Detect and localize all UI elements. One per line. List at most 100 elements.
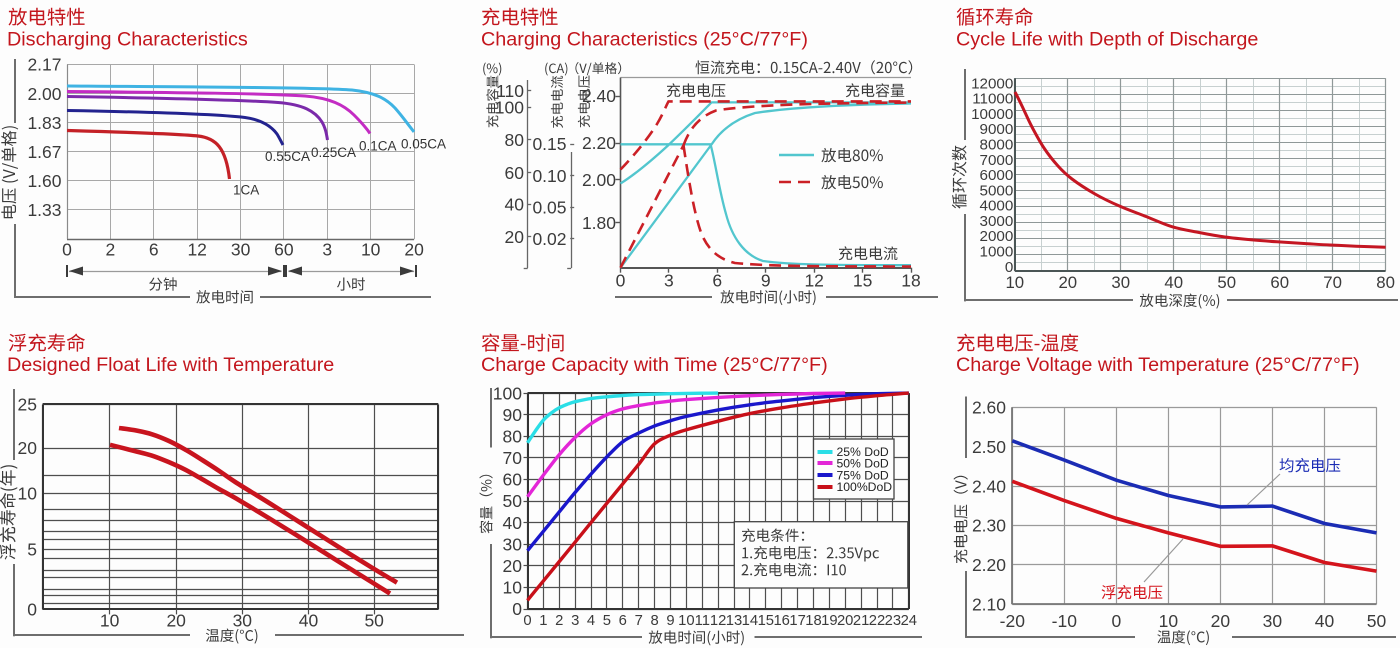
svg-text:11000: 11000 <box>972 91 1013 108</box>
svg-text:7000: 7000 <box>980 152 1014 169</box>
svg-text:50: 50 <box>364 611 384 631</box>
svg-text:110: 110 <box>496 81 524 101</box>
svg-text:3: 3 <box>322 240 332 260</box>
svg-text:17: 17 <box>789 613 805 629</box>
svg-text:20: 20 <box>505 227 525 247</box>
svg-text:6: 6 <box>619 613 627 629</box>
svg-text:Charge Capacity with Time (25°: Charge Capacity with Time (25°C/77°F) <box>481 354 828 376</box>
svg-text:30: 30 <box>233 611 253 631</box>
svg-text:0.05: 0.05 <box>532 198 566 218</box>
svg-text:20: 20 <box>166 611 186 631</box>
svg-text:4: 4 <box>587 613 595 629</box>
svg-text:60: 60 <box>503 470 523 490</box>
svg-text:12000: 12000 <box>971 75 1013 92</box>
svg-text:60: 60 <box>274 240 294 260</box>
svg-text:100%DoD: 100%DoD <box>837 480 893 494</box>
svg-text:8: 8 <box>650 613 658 629</box>
svg-text:40: 40 <box>1315 611 1335 631</box>
svg-text:15: 15 <box>758 613 774 629</box>
svg-text:0.02: 0.02 <box>532 229 566 249</box>
svg-text:18: 18 <box>901 271 920 291</box>
svg-text:0.1CA: 0.1CA <box>359 139 397 154</box>
svg-text:6: 6 <box>149 240 159 260</box>
svg-text:10: 10 <box>503 578 523 598</box>
svg-text:15: 15 <box>853 271 872 291</box>
svg-text:50: 50 <box>1367 611 1387 631</box>
svg-text:10: 10 <box>361 240 381 260</box>
svg-text:25% DoD: 25% DoD <box>837 445 889 459</box>
svg-text:2.20: 2.20 <box>582 133 616 153</box>
svg-text:10: 10 <box>678 613 694 629</box>
svg-text:20: 20 <box>1211 611 1231 631</box>
svg-text:1.80: 1.80 <box>582 213 616 233</box>
svg-text:40: 40 <box>1164 273 1183 292</box>
svg-text:2.50: 2.50 <box>972 437 1006 457</box>
svg-text:2.40: 2.40 <box>582 86 616 106</box>
svg-text:40: 40 <box>299 611 319 631</box>
svg-text:0.15: 0.15 <box>532 134 566 154</box>
svg-text:0.55CA: 0.55CA <box>265 149 310 164</box>
svg-text:70: 70 <box>503 448 523 468</box>
svg-text:12: 12 <box>187 240 206 260</box>
svg-text:90: 90 <box>503 405 523 425</box>
svg-text:2.20: 2.20 <box>972 555 1006 575</box>
svg-text:0: 0 <box>1112 611 1122 631</box>
svg-text:100: 100 <box>495 97 524 117</box>
svg-text:-10: -10 <box>1052 611 1078 631</box>
svg-text:1.67: 1.67 <box>27 142 61 162</box>
svg-text:12: 12 <box>710 613 726 629</box>
svg-text:0: 0 <box>27 600 37 620</box>
svg-text:0: 0 <box>62 240 72 260</box>
svg-text:2000: 2000 <box>980 228 1014 245</box>
svg-text:23: 23 <box>885 613 901 629</box>
svg-text:3000: 3000 <box>980 213 1014 230</box>
svg-text:11: 11 <box>695 613 710 629</box>
svg-text:24: 24 <box>901 613 917 629</box>
svg-text:3: 3 <box>664 271 674 291</box>
svg-text:1: 1 <box>539 613 547 629</box>
svg-text:60: 60 <box>505 163 525 183</box>
svg-text:Charging Characteristics (25°C: Charging Characteristics (25°C/77°F) <box>481 28 808 50</box>
svg-text:50% DoD: 50% DoD <box>837 457 889 471</box>
svg-text:10000: 10000 <box>971 106 1013 123</box>
svg-text:20: 20 <box>1058 273 1077 292</box>
svg-text:12: 12 <box>804 271 823 291</box>
svg-text:1.60: 1.60 <box>27 171 61 191</box>
svg-text:18: 18 <box>805 613 821 629</box>
svg-text:100: 100 <box>493 383 522 403</box>
svg-text:3: 3 <box>571 613 579 629</box>
svg-text:0.05CA: 0.05CA <box>401 137 446 152</box>
svg-text:9000: 9000 <box>980 121 1014 138</box>
svg-text:6000: 6000 <box>980 167 1014 184</box>
svg-text:22: 22 <box>869 613 885 629</box>
svg-text:1000: 1000 <box>980 244 1014 261</box>
svg-text:5: 5 <box>603 613 611 629</box>
svg-text:2.00: 2.00 <box>27 84 61 104</box>
svg-text:2: 2 <box>106 240 116 260</box>
svg-text:1.33: 1.33 <box>27 200 61 220</box>
svg-text:-20: -20 <box>1000 611 1026 631</box>
svg-text:20: 20 <box>18 438 38 458</box>
svg-text:Designed Float Life with Tempe: Designed Float Life with Temperature <box>7 354 334 376</box>
svg-text:60: 60 <box>1270 273 1289 292</box>
svg-text:Cycle Life with Depth of Disch: Cycle Life with Depth of Discharge <box>956 28 1258 50</box>
svg-text:30: 30 <box>1263 611 1283 631</box>
svg-text:8000: 8000 <box>980 137 1014 154</box>
svg-text:21: 21 <box>853 613 869 629</box>
svg-text:80: 80 <box>505 130 525 150</box>
svg-text:2.00: 2.00 <box>582 170 616 190</box>
svg-text:75% DoD: 75% DoD <box>837 468 889 482</box>
svg-text:9: 9 <box>666 613 674 629</box>
svg-text:1.83: 1.83 <box>27 113 61 133</box>
svg-text:0: 0 <box>523 613 531 629</box>
svg-text:50: 50 <box>503 491 523 511</box>
svg-text:14: 14 <box>742 613 758 629</box>
svg-text:80: 80 <box>503 427 523 447</box>
svg-text:70: 70 <box>1323 273 1342 292</box>
svg-text:7: 7 <box>635 613 643 629</box>
svg-text:30: 30 <box>1111 273 1130 292</box>
svg-text:25: 25 <box>18 395 37 415</box>
svg-text:40: 40 <box>503 513 523 533</box>
svg-text:19: 19 <box>821 613 837 629</box>
svg-text:20: 20 <box>404 240 424 260</box>
